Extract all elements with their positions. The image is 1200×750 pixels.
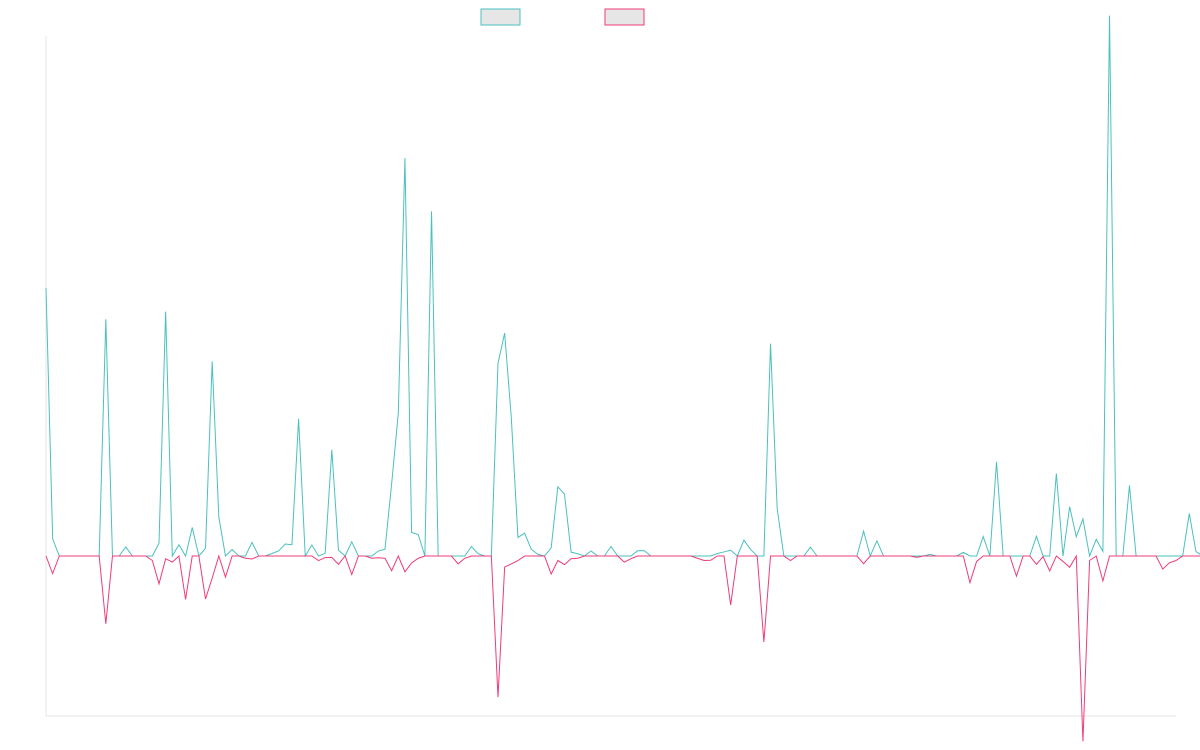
- legend-swatch-1[interactable]: [480, 8, 521, 26]
- series-layer: [45, 15, 1200, 742]
- legend-swatch-2[interactable]: [604, 8, 645, 26]
- series-line-2: [45, 554, 1200, 742]
- axes: [45, 36, 1176, 717]
- series-line-1: [45, 15, 1200, 558]
- legend: [480, 8, 645, 26]
